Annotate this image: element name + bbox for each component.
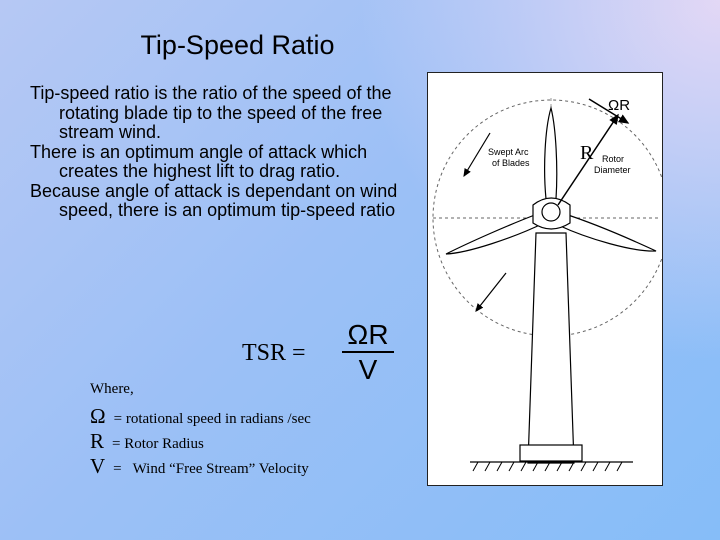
formula-denominator: V bbox=[358, 354, 378, 385]
bullet-optimum-angle: There is an optimum angle of attack whic… bbox=[30, 141, 368, 181]
formula-lhs: TSR = bbox=[242, 340, 306, 366]
slide-title: Tip-Speed Ratio bbox=[140, 30, 335, 60]
wind-turbine-diagram: ΩR R Swept Arc of Blades Rotor Diameter bbox=[427, 72, 670, 486]
definition-symbol: R bbox=[90, 429, 105, 453]
rotor-label-line2: Diameter bbox=[594, 165, 631, 175]
tower-base bbox=[519, 444, 583, 462]
rotor-diameter-arrow bbox=[475, 272, 507, 312]
turbine-illustration: ΩR R Swept Arc of Blades Rotor Diameter bbox=[432, 97, 670, 472]
formula-fraction: ΩR V bbox=[342, 320, 394, 385]
rotor-label-line1: Rotor bbox=[602, 154, 624, 164]
definition-v: V = Wind “Free Stream” Velocity bbox=[90, 454, 311, 479]
tangential-velocity-arrow bbox=[588, 98, 630, 124]
definition-text: = Rotor Radius bbox=[112, 436, 204, 452]
radius-arrow bbox=[557, 113, 619, 206]
swept-arc-label-line2: of Blades bbox=[492, 158, 530, 168]
bullet-tsr-definition: Tip-speed ratio is the ratio of the spee… bbox=[30, 83, 392, 142]
bullet-list: Tip-speed ratio is the ratio of the spee… bbox=[30, 83, 430, 221]
definition-text: = rotational speed in radians /sec bbox=[113, 411, 311, 427]
definition-text: = Wind “Free Stream” Velocity bbox=[113, 461, 309, 477]
bullet-optimum-tsr: Because angle of attack is dependant on … bbox=[30, 180, 398, 220]
definition-symbol: V bbox=[90, 454, 106, 478]
blade-top bbox=[544, 105, 558, 200]
definitions-list: Ω = rotational speed in radians /sec R = R… bbox=[90, 404, 311, 479]
blade-left bbox=[445, 212, 545, 255]
where-label: Where, bbox=[90, 381, 134, 397]
blade-right bbox=[557, 212, 657, 252]
swept-arc-label-line1: Swept Arc bbox=[488, 147, 529, 157]
definition-symbol: Ω bbox=[90, 404, 106, 428]
r-label: R bbox=[580, 142, 594, 164]
ground-hatching bbox=[472, 461, 623, 472]
hub bbox=[541, 202, 561, 222]
formula-numerator: ΩR bbox=[347, 319, 389, 350]
definition-omega: Ω = rotational speed in radians /sec bbox=[90, 404, 311, 429]
swept-arc-arrow bbox=[463, 132, 491, 178]
definition-r: R = Rotor Radius bbox=[90, 429, 311, 454]
omega-r-label: ΩR bbox=[608, 97, 630, 114]
fraction-bar bbox=[342, 351, 394, 353]
tower bbox=[527, 232, 575, 464]
